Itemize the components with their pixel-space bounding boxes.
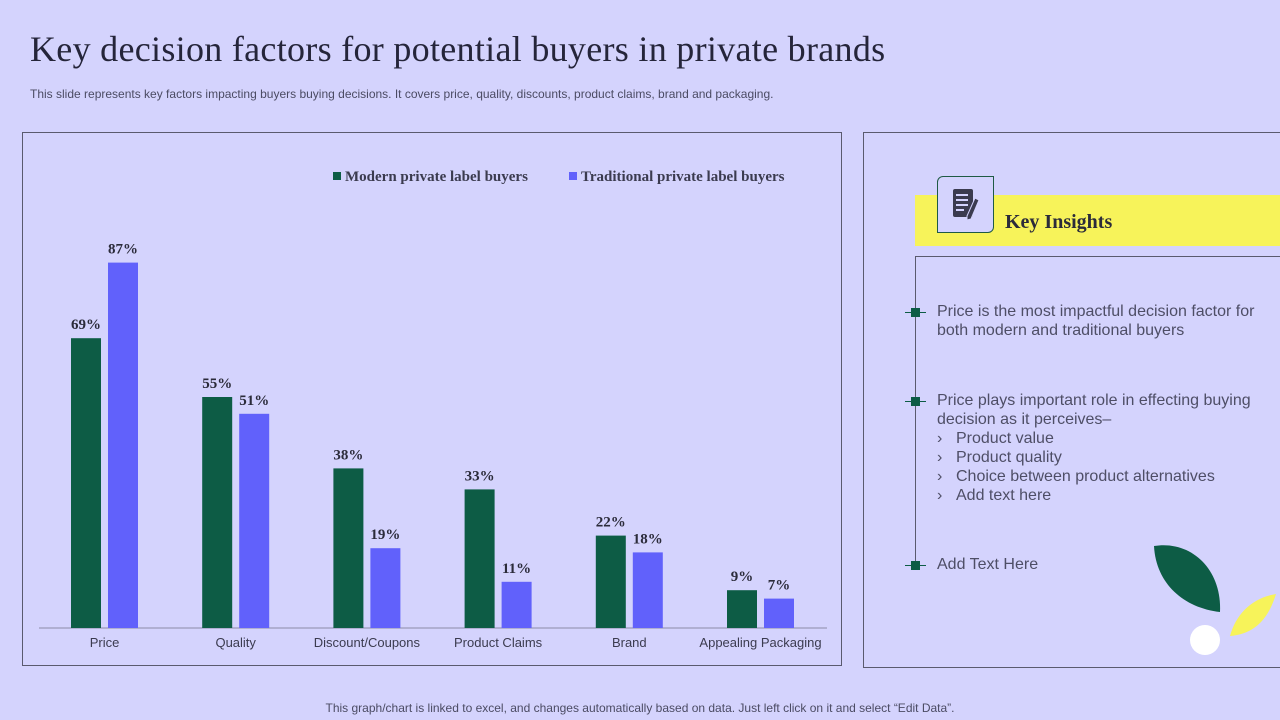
sub-point: Product quality (937, 448, 1257, 467)
insight-2-text: Price plays important role in effecting … (937, 392, 1251, 428)
data-label: 87% (108, 242, 138, 258)
data-label: 55% (202, 376, 232, 392)
data-label: 19% (370, 527, 400, 543)
insight-2: Price plays important role in effecting … (937, 391, 1257, 505)
document-pen-icon (953, 189, 980, 221)
x-tick-label: Brand (612, 635, 647, 650)
footer-note: This graph/chart is linked to excel, and… (325, 701, 955, 715)
slide-subtitle: This slide represents key factors impact… (30, 87, 774, 101)
white-dot (1190, 625, 1220, 655)
bar-chart[interactable]: 69% 87% Price 55% 51% Quality 38% 19% Discount/C… (23, 133, 843, 667)
data-label: 9% (731, 569, 754, 585)
sub-point: Add text here (937, 486, 1257, 505)
legend-swatch (333, 172, 341, 180)
green-leaf (1154, 545, 1221, 612)
bar-modern (202, 397, 233, 628)
x-tick-label: Appealing Packaging (699, 635, 821, 650)
insight-1-text: Price is the most impactful decision fac… (937, 303, 1255, 339)
insight-bullet-2 (905, 397, 926, 406)
data-label: 51% (239, 393, 269, 409)
key-insights-heading: Key Insights (1005, 211, 1113, 233)
data-label: 7% (768, 578, 791, 594)
leaf-decoration (1154, 545, 1276, 655)
bar-traditional (239, 413, 270, 628)
bar-traditional (501, 581, 532, 628)
chart-panel: 69% 87% Price 55% 51% Quality 38% 19% Discount/C… (22, 132, 842, 666)
data-label: 11% (502, 561, 531, 577)
legend-swatch (569, 172, 577, 180)
insight-3-text: Add Text Here (937, 556, 1039, 573)
bar-traditional (370, 548, 401, 628)
insights-frame (915, 256, 1280, 566)
insight-bullet-3 (905, 561, 926, 570)
data-label: 38% (333, 447, 363, 463)
bar-traditional (108, 262, 138, 628)
bar-modern (71, 338, 101, 628)
yellow-leaf (1230, 594, 1276, 636)
slide-title: Key decision factors for potential buyer… (30, 29, 886, 69)
insight-3: Add Text Here (937, 555, 1257, 574)
bar-modern (333, 468, 364, 628)
legend-label: Modern private label buyers (345, 169, 528, 185)
bar-traditional (764, 598, 794, 628)
data-label: 18% (633, 531, 663, 547)
data-label: 33% (465, 468, 495, 484)
sub-point: Choice between product alternatives (937, 467, 1257, 486)
x-tick-label: Quality (215, 635, 256, 650)
legend-label: Traditional private label buyers (581, 169, 785, 185)
x-tick-label: Discount/Coupons (314, 635, 421, 650)
bar-modern (464, 489, 495, 628)
x-tick-label: Price (90, 635, 120, 650)
sub-point: Product value (937, 429, 1257, 448)
key-insights-icon-box (937, 176, 994, 233)
bar-modern (595, 535, 626, 628)
data-label: 69% (71, 317, 101, 333)
insight-2-sublist: Product value Product quality Choice bet… (937, 429, 1257, 505)
data-label: 22% (596, 515, 626, 531)
insight-1: Price is the most impactful decision fac… (937, 302, 1257, 340)
bar-modern (727, 590, 757, 628)
x-tick-label: Product Claims (454, 635, 543, 650)
insight-bullet-1 (905, 308, 926, 317)
bar-traditional (632, 552, 663, 628)
insights-panel (863, 132, 1280, 668)
